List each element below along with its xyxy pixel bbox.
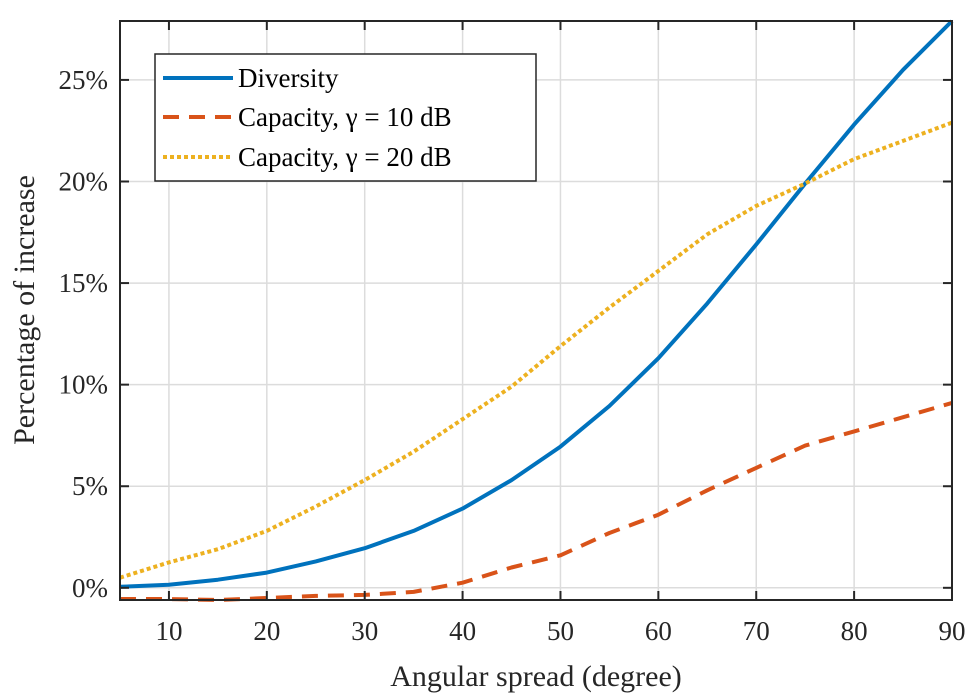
- y-tick-label: 10%: [59, 370, 109, 400]
- legend: Diversity Capacity, γ = 10 dB Capacity, …: [154, 53, 537, 182]
- series-line-diversity: [119, 19, 954, 589]
- x-tick-label: 80: [841, 616, 868, 646]
- x-tick-label: 40: [449, 616, 476, 646]
- y-tick-label: 20%: [59, 166, 109, 196]
- x-tick-label: 70: [743, 616, 770, 646]
- x-axis-label: Angular spread (degree): [390, 660, 682, 693]
- y-axis-label: Percentage of increase: [8, 175, 41, 445]
- x-tick-labels: 10 20 30 40 50 60 70 80 90: [155, 616, 965, 646]
- y-tick-labels: 0% 5% 10% 15% 20% 25%: [59, 65, 109, 603]
- series-line-capacity-10db: [120, 400, 953, 602]
- y-tick-label: 5%: [72, 471, 108, 501]
- x-tick-label: 60: [645, 616, 672, 646]
- legend-label-diversity: Diversity: [238, 63, 339, 93]
- x-tick-label: 50: [547, 616, 574, 646]
- legend-label-capacity-20db: Capacity, γ = 20 dB: [238, 142, 452, 172]
- y-tick-label: 15%: [59, 268, 109, 298]
- x-tick-label: 20: [253, 616, 280, 646]
- y-tick-label: 25%: [59, 65, 109, 95]
- series-lines: [119, 19, 954, 602]
- axis-ticks: [120, 21, 953, 600]
- x-tick-label: 10: [155, 616, 182, 646]
- legend-label-capacity-10db: Capacity, γ = 10 dB: [238, 102, 452, 132]
- series-line-capacity-20db: [119, 120, 953, 580]
- plot-frame: [119, 20, 953, 601]
- x-tick-label: 30: [351, 616, 378, 646]
- y-tick-label: 0%: [72, 573, 108, 603]
- x-tick-label: 90: [939, 616, 966, 646]
